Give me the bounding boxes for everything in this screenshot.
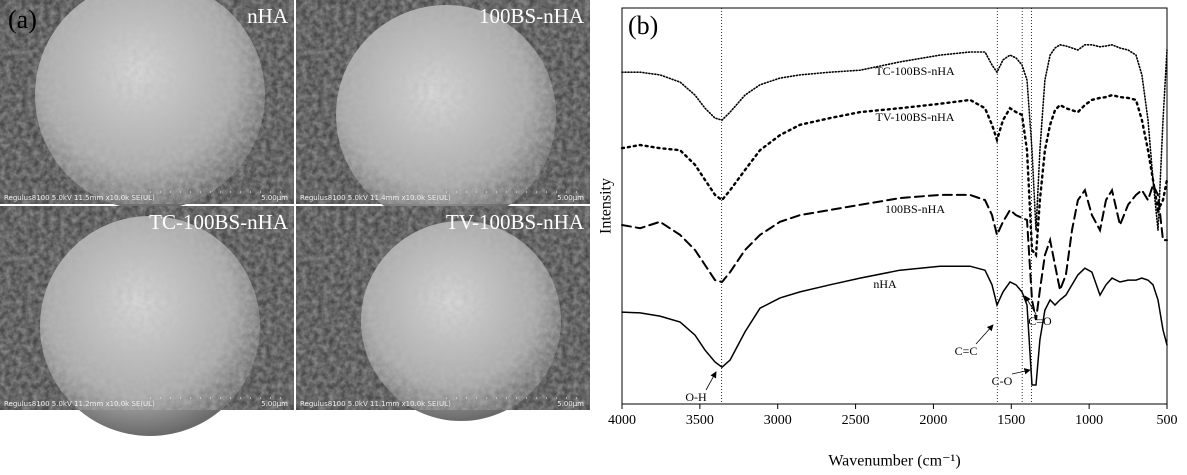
texture: [0, 206, 294, 410]
image-label: nHA: [247, 4, 289, 28]
x-tick-label: 1500: [997, 413, 1025, 428]
band-arrow: [975, 324, 994, 345]
band-label: O-H: [685, 390, 707, 404]
image-caption: Regulus8100 5.0kV 11.2mm x10.0k SE(UL): [4, 400, 155, 408]
band-arrow: [1024, 295, 1037, 315]
spectrum-line: [621, 182, 1168, 321]
scale-label: 5.00µm: [261, 400, 288, 408]
texture: [296, 0, 590, 204]
x-tick-label: 2000: [919, 413, 947, 428]
scale-label: 5.00µm: [557, 400, 584, 408]
texture: [296, 206, 590, 410]
panel-label: (b): [628, 11, 658, 40]
y-axis-label: Intensity: [598, 178, 615, 234]
band-label: C-O: [992, 374, 1013, 388]
x-tick-label: 3000: [764, 413, 792, 428]
series-label: nHA: [873, 277, 897, 291]
x-axis-label: Wavenumber (cm⁻¹): [828, 453, 960, 470]
texture: [0, 0, 294, 204]
band-label: C=O: [1028, 314, 1052, 328]
image-caption: Regulus8100 5.0kV 11.5mm x10.0k SE(UL): [4, 194, 155, 202]
band-arrow: [1011, 368, 1031, 375]
x-tick-label: 1000: [1075, 413, 1103, 428]
panel-label: (a): [8, 5, 37, 34]
sem-image: TC-100BS-nHA Regulus8100 5.0kV 11.2mm x10…: [0, 206, 294, 436]
spectrum-line: [621, 43, 1168, 231]
scale-label: 5.00µm: [557, 194, 584, 202]
x-tick-label: 3500: [686, 413, 714, 428]
band-arrow: [705, 371, 717, 391]
spectrum-line: [620, 93, 1169, 259]
x-tick-label: 500: [1157, 413, 1178, 428]
spectrum-line: [621, 265, 1168, 386]
ftir-chart: 4000 3500 3000 2500 2000 1500 1000 500 Wavenumbe…: [598, 7, 1178, 470]
image-label: TC-100BS-nHA: [149, 210, 289, 234]
image-label: 100BS-nHA: [479, 4, 585, 28]
sem-image: 100BS-nHA Regulus8100 5.0kV 11.4mm x10.0k…: [296, 0, 590, 225]
scale-label: 5.00µm: [261, 194, 288, 202]
sem-image: nHA Regulus8100 5.0kV 11.5mm x10.0k SE(UL…: [0, 0, 294, 210]
series-label: 100BS-nHA: [885, 202, 945, 216]
band-label: C=C: [955, 344, 978, 358]
series-label: TC-100BS-nHA: [875, 64, 955, 78]
image-caption: Regulus8100 5.0kV 11.4mm x10.0k SE(UL): [300, 194, 451, 202]
sem-image: TV-100BS-nHA Regulus8100 5.0kV 11.1mm x10…: [296, 206, 590, 421]
image-label: TV-100BS-nHA: [446, 210, 585, 234]
image-caption: Regulus8100 5.0kV 11.1mm x10.0k SE(UL): [300, 400, 451, 408]
series-label: TV-100BS-nHA: [876, 110, 955, 124]
sem-panel: nHA Regulus8100 5.0kV 11.5mm x10.0k SE(UL…: [0, 0, 590, 436]
plot-frame: [621, 7, 1168, 405]
x-tick-label: 2500: [842, 413, 870, 428]
x-tick-label: 4000: [608, 413, 636, 428]
